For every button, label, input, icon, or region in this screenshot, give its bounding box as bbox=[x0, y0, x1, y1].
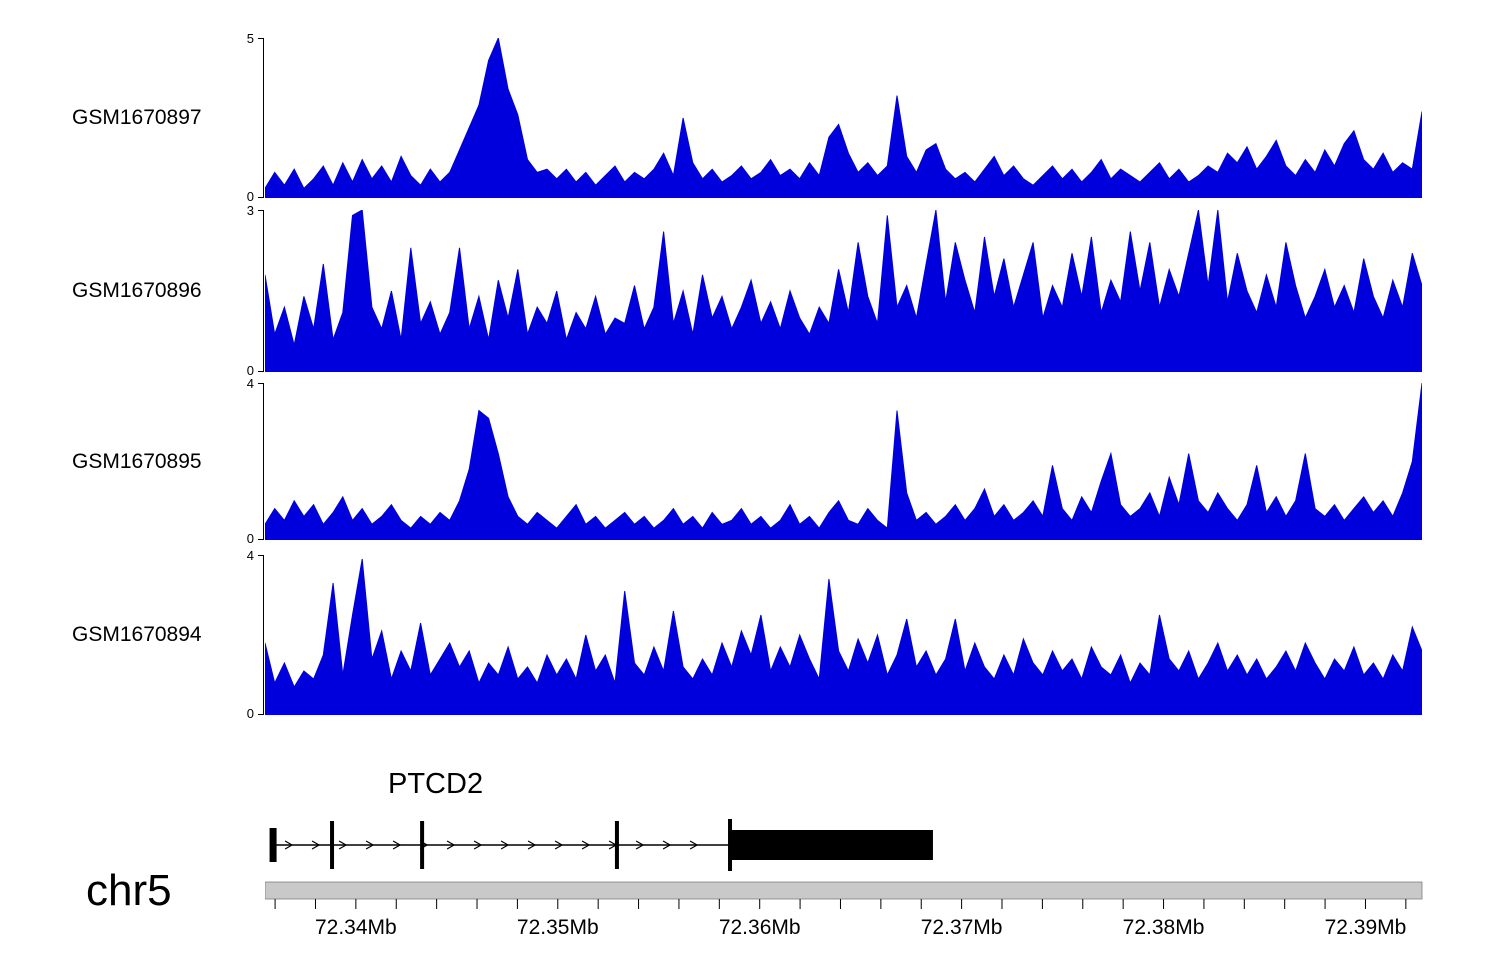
track-label: GSM1670894 bbox=[72, 623, 202, 646]
y-axis-tick bbox=[258, 371, 263, 372]
y-axis-line bbox=[263, 555, 264, 715]
strand-arrow-icon bbox=[338, 840, 348, 850]
coverage-signal bbox=[265, 558, 1422, 715]
y-axis-min-label: 0 bbox=[246, 363, 254, 378]
strand-arrow-icon bbox=[581, 840, 591, 850]
exon-bar bbox=[614, 821, 619, 869]
strand-arrow-icon bbox=[527, 840, 537, 850]
strand-arrow-icon bbox=[392, 840, 402, 850]
terminal-exon-box bbox=[730, 830, 933, 860]
y-axis-line bbox=[263, 38, 264, 198]
exon-bar bbox=[420, 821, 425, 869]
y-axis-tick bbox=[258, 555, 263, 556]
axis-tick-label: 72.39Mb bbox=[1325, 916, 1407, 939]
y-axis-min-label: 0 bbox=[246, 706, 254, 721]
coverage-track-row: GSM1670895 4 0 bbox=[0, 376, 1500, 546]
y-axis-tick bbox=[258, 38, 263, 39]
track-label: GSM1670896 bbox=[72, 279, 202, 302]
gene-model bbox=[269, 819, 933, 871]
strand-arrow-icon bbox=[284, 840, 294, 850]
y-axis-max-label: 4 bbox=[246, 376, 254, 391]
axis-tick-label: 72.38Mb bbox=[1123, 916, 1205, 939]
coverage-area bbox=[265, 383, 1422, 540]
y-axis-max-label: 5 bbox=[246, 31, 254, 46]
axis-tick-label: 72.34Mb bbox=[315, 916, 397, 939]
track-label: GSM1670895 bbox=[72, 449, 202, 473]
coverage-area bbox=[265, 38, 1422, 198]
axis-tick-label: 72.37Mb bbox=[921, 916, 1003, 939]
y-axis-line bbox=[263, 210, 264, 372]
gene-name-label: PTCD2 bbox=[388, 768, 484, 800]
y-axis-tick bbox=[258, 383, 263, 384]
y-axis-tick bbox=[258, 197, 263, 198]
exon-bar bbox=[269, 828, 277, 862]
coverage-track-row: GSM1670897 5 0 bbox=[0, 31, 1500, 204]
coverage-track-row: GSM1670894 4 0 bbox=[0, 548, 1500, 721]
strand-arrow-icon bbox=[689, 840, 699, 850]
strand-arrow-icon bbox=[500, 840, 510, 850]
y-axis-line bbox=[263, 383, 264, 540]
coverage-signal bbox=[265, 383, 1422, 540]
coverage-area bbox=[265, 210, 1422, 372]
chromosome-label: chr5 bbox=[86, 866, 172, 915]
coverage-signal bbox=[265, 38, 1422, 198]
coverage-signal bbox=[265, 210, 1422, 372]
strand-arrow-icon bbox=[446, 840, 456, 850]
axis-tick-label: 72.35Mb bbox=[517, 916, 599, 939]
y-axis-max-label: 4 bbox=[246, 548, 254, 563]
strand-arrow-icon bbox=[554, 840, 564, 850]
exon-bar bbox=[330, 821, 335, 869]
y-axis-tick bbox=[258, 714, 263, 715]
genome-axis: 72.34Mb 72.35Mb 72.36Mb 72.37Mb 72.38Mb 72.39… bbox=[265, 881, 1423, 939]
coverage-area bbox=[265, 558, 1422, 715]
y-axis-tick bbox=[258, 539, 263, 540]
strand-arrow-icon bbox=[311, 840, 321, 850]
coverage-track-row: GSM1670896 3 0 bbox=[0, 203, 1500, 378]
axis-tick-label: 72.36Mb bbox=[719, 916, 801, 939]
y-axis-min-label: 0 bbox=[246, 189, 254, 204]
strand-arrow-icon bbox=[365, 840, 375, 850]
y-axis-tick bbox=[258, 210, 263, 211]
chromosome-bar bbox=[265, 881, 1423, 900]
strand-arrow-icon bbox=[635, 840, 645, 850]
track-label: GSM1670897 bbox=[72, 106, 202, 129]
y-axis-min-label: 0 bbox=[246, 531, 254, 546]
y-axis-max-label: 3 bbox=[246, 203, 254, 218]
strand-arrow-icon bbox=[473, 840, 483, 850]
strand-arrow-icon bbox=[662, 840, 672, 850]
